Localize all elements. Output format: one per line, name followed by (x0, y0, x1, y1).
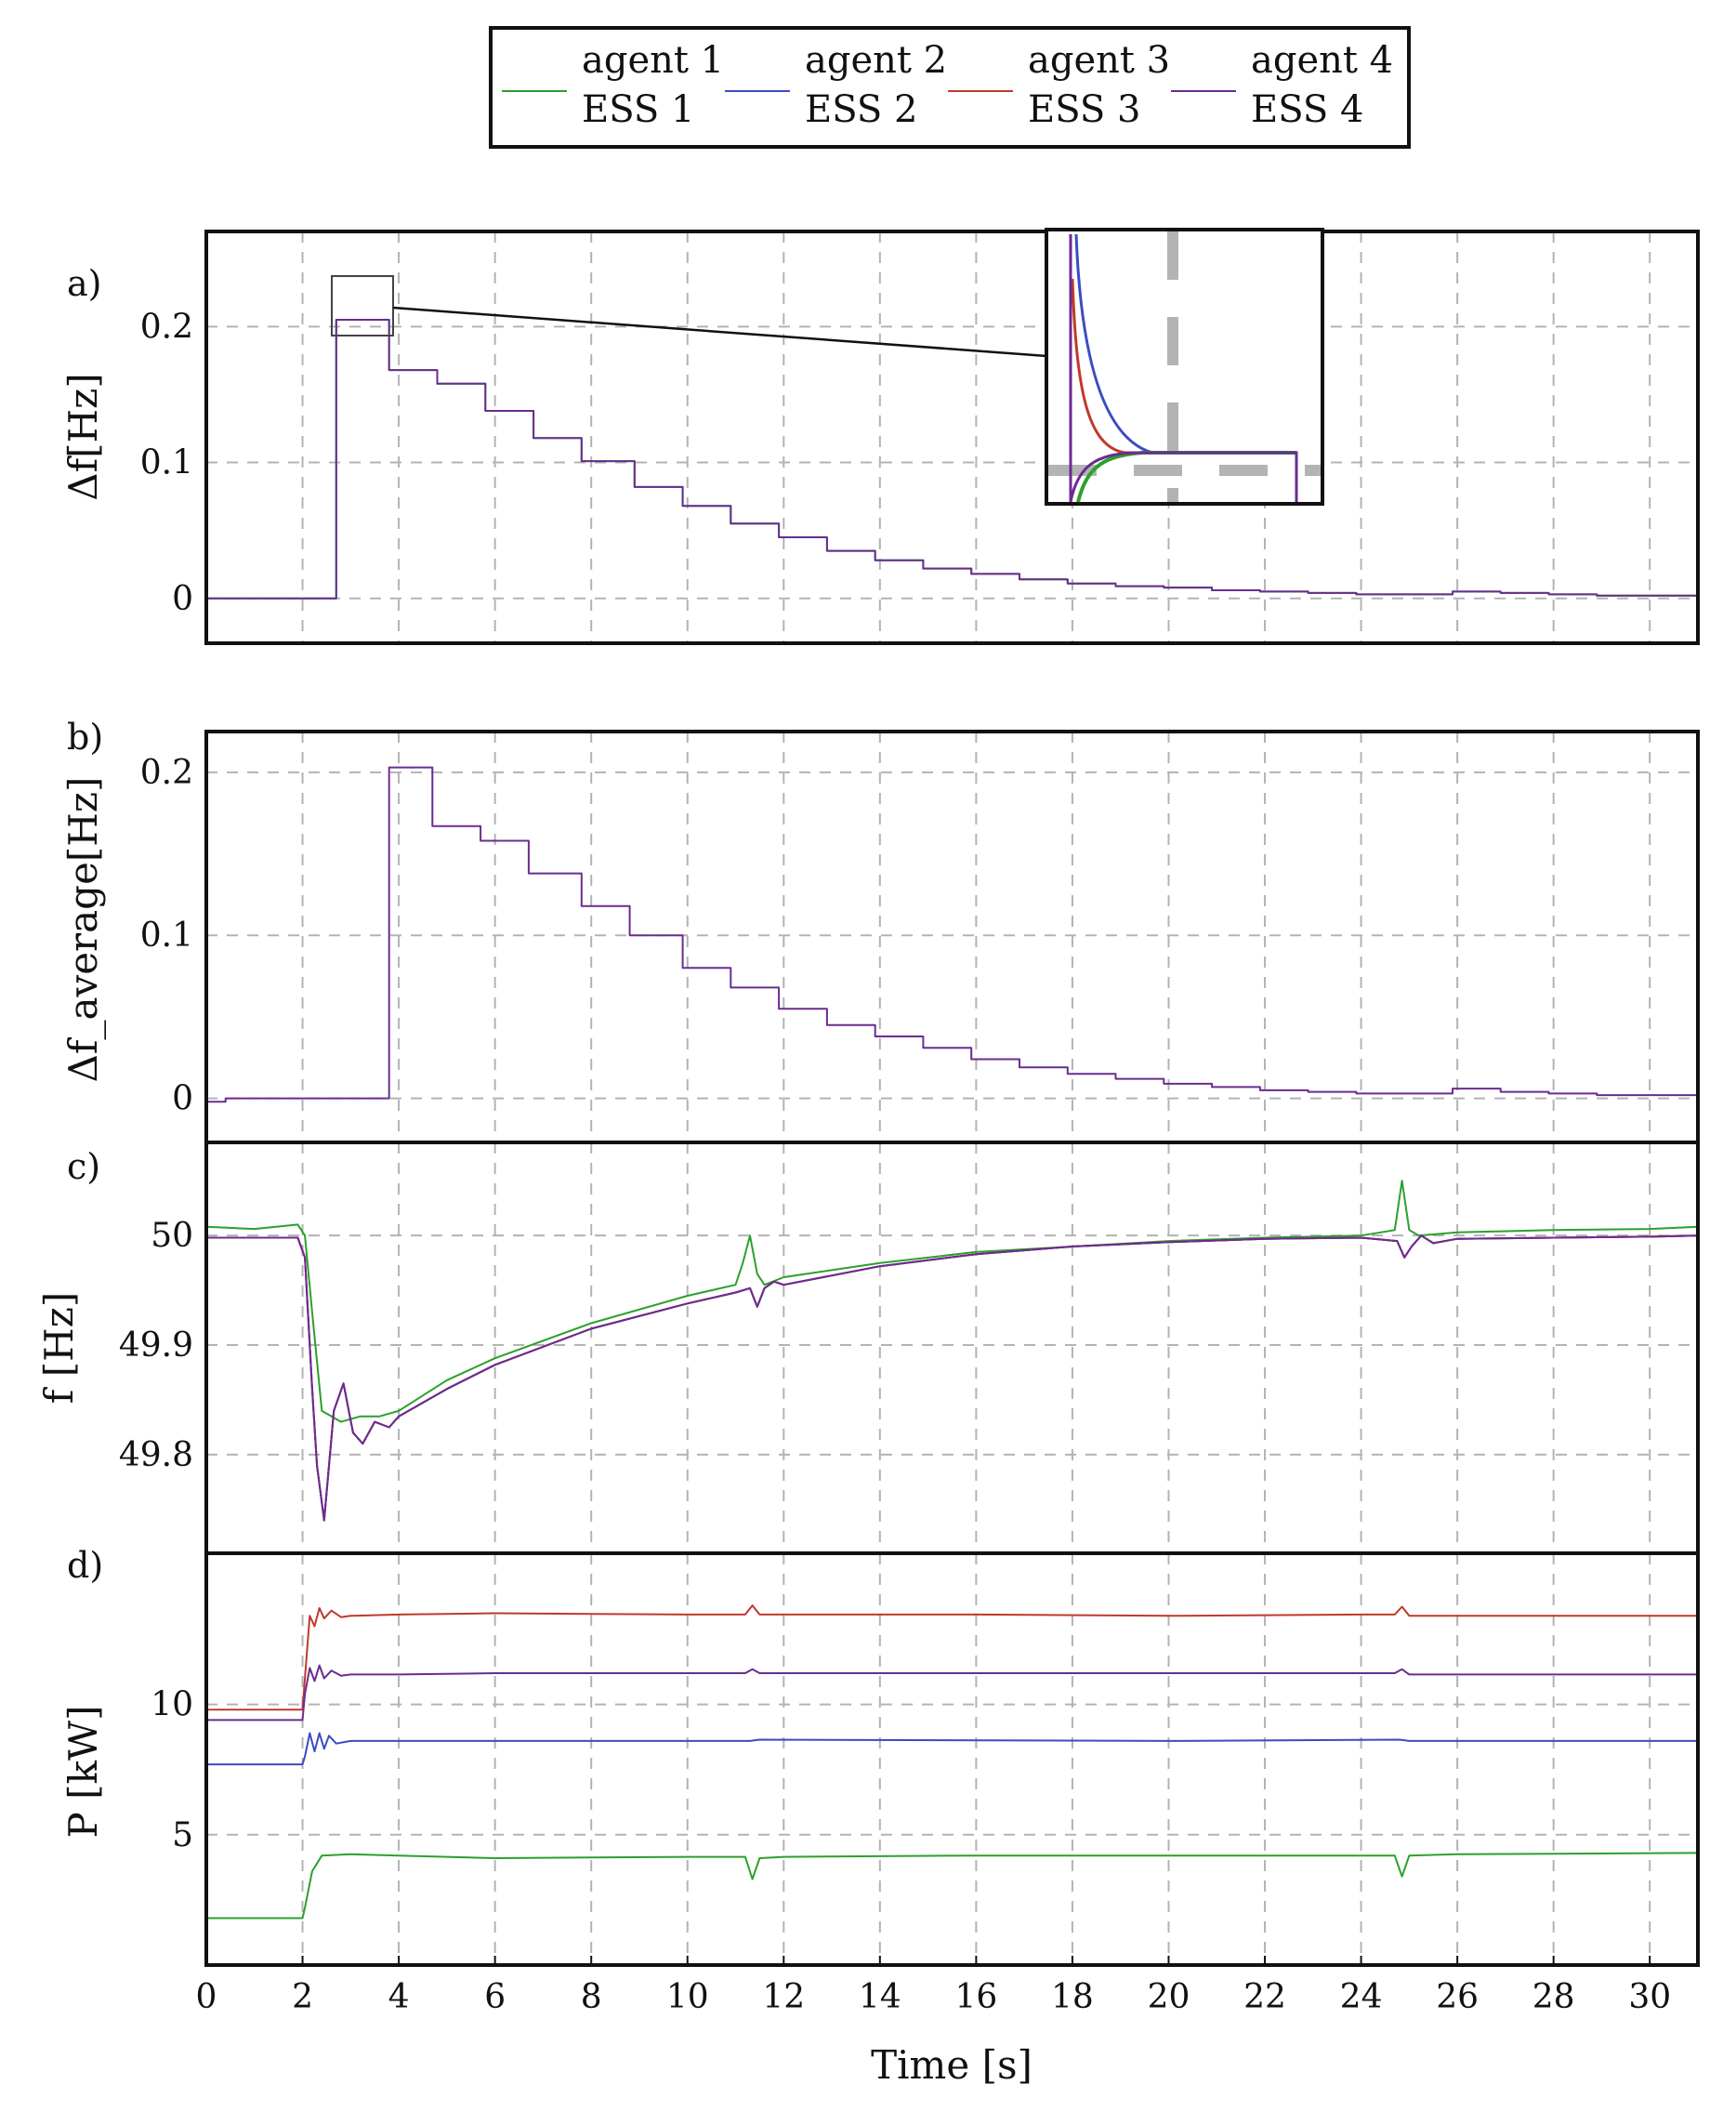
panel-b: 0 0.1 0.2 (140, 730, 1700, 1144)
plot-frame (204, 1551, 1700, 1967)
y-tick-label: 0.2 (140, 308, 193, 346)
y-tick-label: 0.1 (140, 917, 193, 955)
x-tick-label: 0 (196, 1978, 217, 2016)
series-line-ess-4 (206, 1234, 1699, 1522)
series-line-agent-1 (206, 319, 1698, 600)
x-tick-label: 10 (666, 1978, 709, 2016)
series-line-ess-3 (206, 1234, 1699, 1522)
x-tick-label: 22 (1243, 1978, 1286, 2016)
y-tick-label: 49.8 (119, 1436, 193, 1474)
series-line-ess-2 (206, 1732, 1698, 1766)
y-tick-label: 49.9 (119, 1326, 193, 1365)
ylabel-d: P [kW] (60, 1705, 106, 1838)
x-tick-label: 20 (1148, 1978, 1190, 2016)
panel-label-c: c) (67, 1146, 100, 1187)
x-tick-label: 18 (1051, 1978, 1094, 2016)
plot-frame (204, 1141, 1700, 1555)
x-tick-label: 8 (581, 1978, 602, 2016)
x-tick-label: 14 (859, 1978, 901, 2016)
series-line-agent-4 (206, 319, 1698, 600)
panel-c: 49.8 49.9 50 (119, 1141, 1700, 1555)
legend-label-ess1: ESS 1 (582, 88, 694, 131)
series-line-ess-1 (205, 1180, 1699, 1423)
y-tick-label: 50 (151, 1217, 193, 1255)
x-tick-label: 28 (1532, 1978, 1575, 2016)
x-tick-label: 16 (954, 1978, 997, 2016)
legend-label-agent1: agent 1 (582, 39, 724, 82)
y-tick-label: 0 (172, 1080, 193, 1118)
legend: agent 1 agent 2 agent 3 agent 4 ESS 1 ES… (489, 26, 1411, 149)
inset-zoom (331, 228, 1324, 506)
x-tick-label: 12 (762, 1978, 805, 2016)
xlabel: Time [s] (871, 2042, 1032, 2088)
inset-frame (1045, 228, 1324, 506)
plot-frame (204, 230, 1700, 645)
series-line-ess-3 (206, 1604, 1698, 1711)
legend-label-agent4: agent 4 (1251, 39, 1393, 82)
ylabel-c: f [Hz] (36, 1292, 82, 1404)
y-tick-label: 0.1 (140, 444, 193, 482)
ylabel-a: Δf[Hz] (60, 373, 106, 500)
zoom-source-box (331, 275, 394, 336)
y-tick-label: 0.2 (140, 754, 193, 792)
panel-label-b: b) (67, 717, 103, 758)
legend-label-agent2: agent 2 (805, 39, 947, 82)
series-line-ess-4 (206, 1664, 1698, 1722)
panel-label-d: d) (67, 1545, 103, 1586)
series-line-ess-2 (206, 1234, 1699, 1522)
ylabel-b: Δf_average[Hz] (60, 777, 106, 1083)
legend-label-ess3: ESS 3 (1028, 88, 1140, 131)
y-tick-label: 10 (151, 1686, 193, 1724)
series-line-agent-4 (206, 766, 1698, 1103)
y-tick-label: 5 (172, 1816, 193, 1854)
inset-line-agent3 (1071, 278, 1296, 455)
series-line-ess-1 (206, 1852, 1699, 1920)
legend-label-ess4: ESS 4 (1251, 88, 1363, 131)
x-tick-label: 24 (1340, 1978, 1383, 2016)
legend-label-agent3: agent 3 (1028, 39, 1170, 82)
x-tick-label: 30 (1628, 1978, 1671, 2016)
inset-line-agent4 (1069, 234, 1298, 503)
legend-frame (489, 26, 1411, 149)
panel-label-a: a) (67, 263, 101, 304)
panel-a: 0 0.1 0.2 (140, 230, 1700, 645)
x-tick-label: 2 (292, 1978, 313, 2016)
y-tick-label: 0 (172, 580, 193, 618)
x-tick-label: 26 (1436, 1978, 1479, 2016)
x-tick-label: 4 (388, 1978, 410, 2016)
legend-label-ess2: ESS 2 (805, 88, 917, 131)
x-tick-label: 6 (484, 1978, 506, 2016)
zoom-connector (392, 306, 1047, 358)
plot-frame (204, 730, 1700, 1144)
